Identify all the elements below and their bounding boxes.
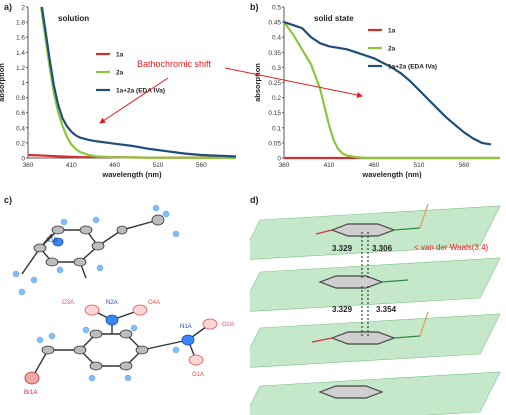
chart0-y-tick-label: 0 <box>21 156 25 163</box>
chart0-legend-label-2: 1a+2a (EDA IVa) <box>116 88 165 95</box>
chart1-y-axis-label: absorption <box>253 63 262 102</box>
chart1-legend-label-0: 1a <box>388 28 396 35</box>
atom-label-n1a: N1A <box>180 324 192 330</box>
chart0-y-tick-label: 0.2 <box>16 140 25 147</box>
chart0-x-tick-label: 560 <box>196 162 207 169</box>
chart0-y-tick-label: 1.2 <box>16 65 25 72</box>
chart1-y-tick-label: 0.35 <box>268 50 281 57</box>
chart0-y-tick-label: 1.8 <box>16 20 25 27</box>
chart0-x-tick-label: 460 <box>109 162 120 169</box>
distance-label-3: 3.329 <box>332 305 353 314</box>
chart1-x-tick-label: 560 <box>459 162 470 169</box>
chart0-series-line-2 <box>40 6 237 158</box>
panel-a-label: a) <box>4 2 13 12</box>
atom-label-o3a: O3A <box>62 300 74 306</box>
carbon-atoms <box>33 214 165 371</box>
distance-label-2: 3.306 <box>372 244 393 253</box>
chart1-y-tick-label: 0.1 <box>272 125 281 132</box>
chart-solution: 0 0.2 0.4 0.6 0.8 1 1.2 1.4 1.6 1.8 2 360 410 460 510 5… <box>0 5 237 179</box>
chart1-y-tick-label: 0.45 <box>268 20 281 27</box>
chart0-x-tick-label: 510 <box>153 162 164 169</box>
chart1-y-tick-label: 0 <box>277 156 281 163</box>
chart1-series-line-2 <box>283 21 492 146</box>
nitrogen-atoms <box>52 237 195 346</box>
chart0-y-tick-label: 1.4 <box>16 50 25 57</box>
distance-label-1: 3.329 <box>332 244 353 253</box>
stacked-molecules <box>311 203 429 399</box>
chart0-legend-label-1: 2a <box>116 70 124 77</box>
chart0-x-tick-label: 360 <box>23 162 34 169</box>
chart0-y-tick-label: 2 <box>21 5 25 12</box>
atom-label-o4a: O4A <box>148 300 160 306</box>
atom-label-n1b: N1B <box>46 238 58 244</box>
chart1-y-tick-label: 0.3 <box>272 65 281 72</box>
chart0-x-axis-label: wavelength (nm) <box>101 170 162 179</box>
chart0-y-tick-label: 0.6 <box>16 110 25 117</box>
chart0-series-line-1 <box>39 6 237 160</box>
chart1-title: solid state <box>314 14 354 23</box>
chart0-title: solution <box>58 14 89 23</box>
chart1-y-tick-label: 0.2 <box>272 95 281 102</box>
panel-c-label: c) <box>4 195 13 205</box>
atom-label-n2a: N2A <box>106 300 118 306</box>
oxygen-atoms <box>84 304 218 366</box>
stacking-distance-lines <box>361 232 369 336</box>
chart1-y-tick-label: 0.05 <box>268 140 281 147</box>
chart1-y-tick-label: 0.25 <box>268 80 281 87</box>
stacking-diagram: 3.329 3.306 3.329 3.354 < van der Waals(… <box>250 203 501 415</box>
bathochromic-shift-label: Bathochromic shift <box>137 59 212 69</box>
chart1-x-tick-label: 410 <box>324 162 335 169</box>
chart0-y-tick-label: 0.4 <box>16 125 25 132</box>
chart1-x-tick-label: 460 <box>369 162 380 169</box>
crystal-structure: N1B O3A N2A O4A N1A O2A O1A Br1A <box>12 204 234 396</box>
stacking-planes <box>250 205 501 415</box>
chart0-x-tick-label: 410 <box>66 162 77 169</box>
hydrogen-atoms <box>12 204 180 382</box>
chart1-y-tick-label: 0.5 <box>272 5 281 12</box>
chart1-legend-label-1: 2a <box>388 46 396 53</box>
bromine-atom <box>24 371 40 385</box>
atom-label-o2a: O2A <box>222 322 234 328</box>
atom-label-br1a: Br1A <box>24 390 37 396</box>
panel-b-label: b) <box>250 2 259 12</box>
chart1-x-axis-label: wavelength (nm) <box>361 170 422 179</box>
chart0-y-axis-label: absorption <box>0 63 6 102</box>
van-der-waals-note: < van der Waals(3.4) <box>414 243 489 252</box>
chart0-y-tick-label: 0.8 <box>16 95 25 102</box>
chart1-y-tick-label: 0.15 <box>268 110 281 117</box>
chart1-x-tick-label: 360 <box>279 162 290 169</box>
chart0-legend-label-0: 1a <box>116 52 124 59</box>
atom-label-o1a: O1A <box>192 372 204 378</box>
chart1-x-tick-label: 510 <box>414 162 425 169</box>
chart0-y-tick-label: 1.6 <box>16 35 25 42</box>
chart1-y-tick-label: 0.4 <box>272 35 281 42</box>
distance-label-4: 3.354 <box>376 305 397 314</box>
chart1-legend-label-2: 1a+2a (EDA IVa) <box>388 64 437 71</box>
chart-solid-state: 0 0.05 0.1 0.15 0.2 0.25 0.3 0.35 0.4 0.45 0.5 360 4… <box>253 5 500 179</box>
panel-d-label: d) <box>250 195 259 205</box>
chart0-y-tick-label: 1 <box>21 80 25 87</box>
chart1-series-line-1 <box>283 21 500 160</box>
